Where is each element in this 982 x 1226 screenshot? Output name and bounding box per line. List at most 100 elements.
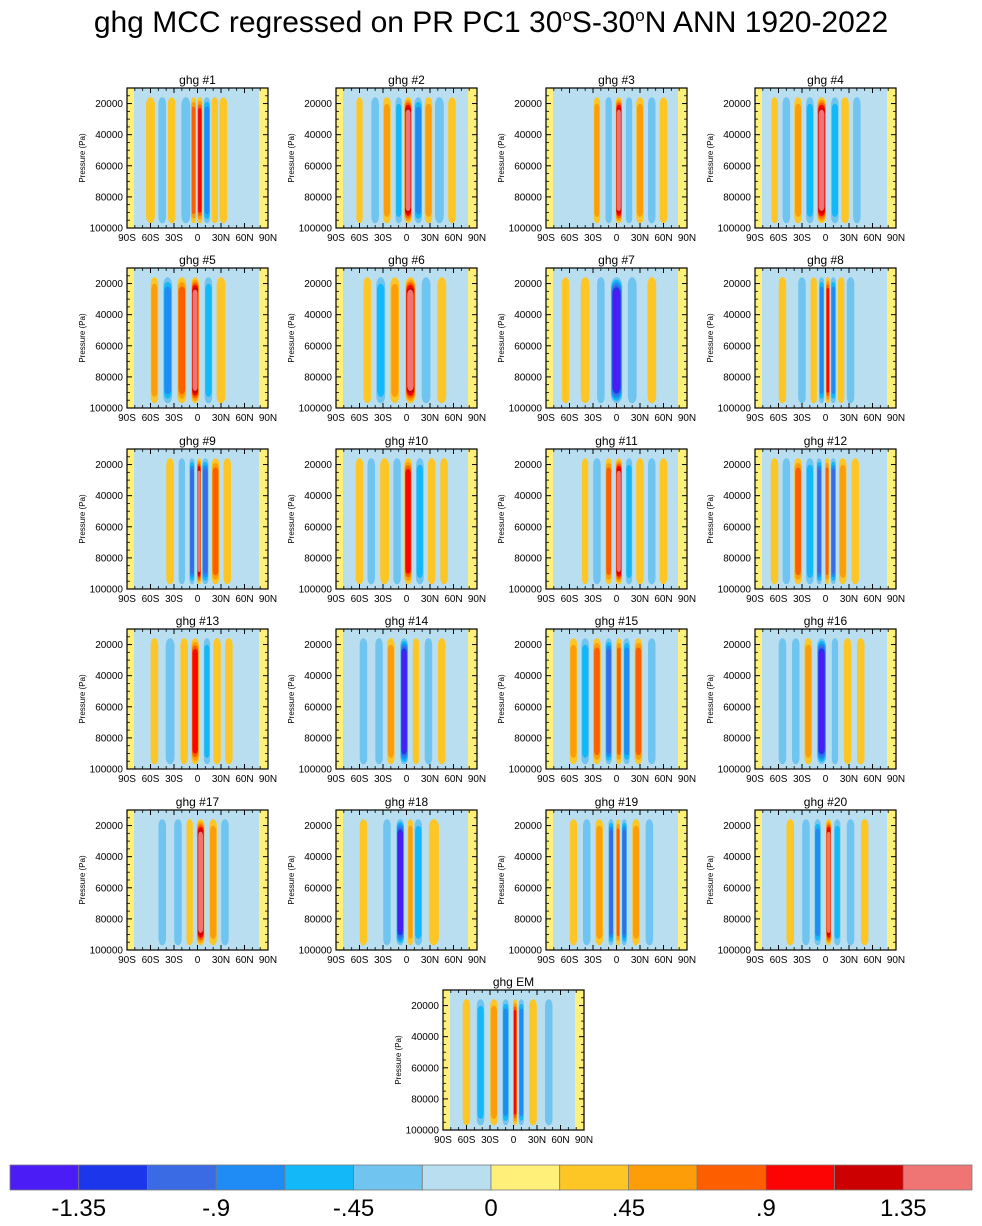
y-tick-label: 40000 (95, 310, 123, 321)
x-tick-label: 30S (793, 955, 811, 966)
colorbar-swatch (834, 1164, 904, 1191)
x-tick-label: 90S (118, 955, 136, 966)
panel-title: ghg #3 (598, 73, 635, 87)
x-tick-label: 60N (551, 1135, 569, 1146)
colorbar-swatch (353, 1164, 423, 1191)
x-tick-label: 0 (823, 233, 829, 244)
contour-band (158, 97, 166, 224)
x-tick-label: 90S (327, 594, 345, 605)
contour-band (363, 277, 372, 404)
x-tick-label: 30S (165, 413, 183, 424)
x-tick-label: 30N (528, 1135, 546, 1146)
y-tick-label: 40000 (95, 491, 123, 502)
contour-band (166, 458, 174, 585)
x-tick-label: 0 (614, 955, 620, 966)
y-axis-label: Pressure (Pa) (287, 133, 296, 183)
y-tick-label: 20000 (304, 279, 332, 290)
contour-band (165, 638, 175, 765)
edge-strip (443, 990, 450, 1130)
panel-title: ghg #7 (598, 253, 635, 267)
x-tick-label: 30N (631, 955, 649, 966)
panel-title: ghg #2 (388, 73, 425, 87)
y-tick-label: 100000 (509, 585, 543, 596)
y-tick-label: 80000 (95, 733, 123, 744)
edge-strip (678, 629, 687, 769)
panel-field (546, 449, 687, 589)
contour-band (648, 458, 656, 585)
x-tick-label: 90S (537, 233, 555, 244)
colorbar-swatch (9, 1164, 80, 1191)
x-tick-label: 90N (468, 233, 486, 244)
y-tick-label: 20000 (95, 279, 123, 290)
panel-5: 90S 60S 30S 0 30N 60N 90N 20000 40000 60000 80000 1… (78, 253, 277, 424)
y-tick-label: 100000 (718, 946, 752, 957)
x-tick-label: 90S (118, 233, 136, 244)
contour-band (371, 97, 379, 224)
x-tick-label: 30S (793, 594, 811, 605)
contour-band (831, 638, 839, 765)
contour-band (205, 283, 212, 397)
contour-band (636, 458, 644, 585)
contour-band (210, 825, 217, 939)
contour-band (223, 458, 231, 585)
y-tick-label: 80000 (304, 192, 332, 203)
contour-band (405, 109, 411, 211)
x-tick-label: 90N (678, 774, 696, 785)
panel-field (336, 449, 477, 589)
y-tick-label: 100000 (509, 404, 543, 415)
x-tick-label: 30S (374, 594, 392, 605)
contour-band (786, 819, 794, 946)
contour-band (617, 647, 621, 756)
contour-band (605, 97, 612, 224)
edge-strip (678, 268, 687, 408)
x-tick-label: 60N (444, 955, 462, 966)
y-tick-label: 80000 (304, 914, 332, 925)
y-tick-label: 60000 (514, 522, 542, 533)
x-tick-label: 90S (746, 413, 764, 424)
x-tick-label: 60N (863, 774, 881, 785)
contour-band (815, 828, 820, 937)
x-tick-label: 90S (327, 233, 345, 244)
contour-band (857, 638, 865, 765)
y-axis-label: Pressure (Pa) (287, 855, 296, 905)
panel-title: ghg #19 (595, 795, 639, 809)
panel-title: ghg EM (493, 975, 534, 989)
x-tick-label: 60N (235, 413, 253, 424)
y-tick-label: 40000 (514, 310, 542, 321)
panel-17: 90S 60S 30S 0 30N 60N 90N 20000 40000 60000 80000 1… (78, 795, 277, 966)
contour-band (594, 103, 600, 217)
x-tick-label: 0 (614, 594, 620, 605)
x-tick-label: 90N (259, 955, 277, 966)
x-tick-label: 30N (421, 955, 439, 966)
y-tick-label: 80000 (95, 372, 123, 383)
panel-field (443, 990, 584, 1130)
x-tick-label: 90N (259, 413, 277, 424)
panel-title: ghg #9 (179, 434, 216, 448)
x-tick-label: 90S (746, 594, 764, 605)
edge-strip (127, 268, 134, 408)
panel-field (127, 810, 268, 950)
y-tick-label: 80000 (723, 372, 751, 383)
contour-band (408, 825, 413, 939)
y-axis-label: Pressure (Pa) (497, 494, 506, 544)
y-tick-label: 80000 (723, 192, 751, 203)
y-tick-label: 60000 (411, 1063, 439, 1074)
contour-band (391, 283, 399, 397)
edge-strip (546, 449, 553, 589)
y-tick-label: 40000 (304, 491, 332, 502)
y-tick-label: 20000 (514, 279, 542, 290)
contour-band (569, 819, 578, 946)
contour-band (375, 638, 383, 765)
edge-strip (678, 810, 687, 950)
edge-strip (259, 88, 268, 228)
y-tick-label: 40000 (95, 130, 123, 141)
x-tick-label: 0 (404, 413, 410, 424)
contour-band (204, 644, 210, 758)
y-tick-label: 60000 (723, 522, 751, 533)
x-tick-label: 90N (259, 774, 277, 785)
x-tick-label: 60S (351, 774, 369, 785)
x-tick-label: 0 (404, 594, 410, 605)
x-tick-label: 30S (793, 413, 811, 424)
contour-band (659, 458, 668, 585)
